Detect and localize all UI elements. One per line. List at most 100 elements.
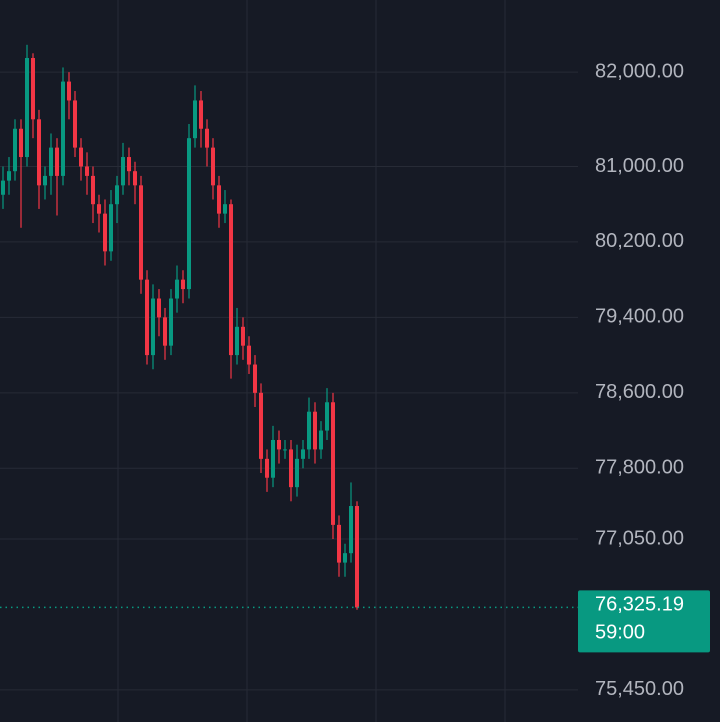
candle-body [19, 128, 23, 158]
candle-body [121, 157, 125, 186]
candle-body [157, 298, 161, 318]
candle-body [199, 100, 203, 129]
candle-body [79, 147, 83, 167]
y-tick-label: 82,000.00 [595, 60, 684, 82]
candle [109, 190, 113, 261]
candle-body [133, 171, 137, 186]
last-price-box [578, 590, 710, 653]
candle-body [223, 204, 227, 214]
candle [331, 392, 335, 540]
candle-body [349, 506, 353, 554]
candle [1, 166, 5, 209]
candle-body [325, 402, 329, 431]
candle [13, 119, 17, 181]
y-tick-label: 81,000.00 [595, 155, 684, 177]
candle-body [289, 449, 293, 488]
candle [115, 175, 119, 224]
candle [73, 91, 77, 158]
candle-body [97, 204, 101, 214]
candle [139, 175, 143, 294]
candle-body [259, 392, 263, 459]
candle [217, 175, 221, 228]
candle [193, 85, 197, 148]
candle-body [277, 439, 281, 450]
candle-body [31, 58, 35, 120]
candle-body [139, 185, 143, 280]
candle-body [355, 506, 359, 608]
candle [169, 289, 173, 356]
candle [31, 53, 35, 139]
candle-body [265, 458, 269, 478]
candle-body [67, 81, 71, 101]
candle-body [295, 458, 299, 488]
y-tick-label: 80,200.00 [595, 230, 684, 252]
candle-body [13, 128, 17, 172]
y-tick-label: 79,400.00 [595, 306, 684, 328]
candle [67, 72, 71, 120]
candle [133, 161, 137, 205]
last-price-label: 76,325.19 [595, 594, 684, 616]
candle-body [175, 279, 179, 299]
candle-body [307, 411, 311, 450]
candle [49, 133, 53, 195]
candle [79, 138, 83, 181]
candle-body [55, 147, 59, 176]
candle [277, 430, 281, 464]
candle [121, 142, 125, 195]
candle-body [85, 166, 89, 176]
candle [241, 317, 245, 360]
candle-body [343, 553, 347, 563]
candle [25, 44, 29, 167]
candle-body [145, 279, 149, 356]
candle [61, 67, 65, 186]
candle [181, 270, 185, 304]
candle-body [103, 213, 107, 252]
candle [187, 124, 191, 299]
candle [253, 355, 257, 407]
candle-body [25, 58, 29, 158]
candle-body [37, 119, 41, 186]
candle [319, 421, 323, 459]
candle [43, 166, 47, 200]
candle [283, 439, 287, 459]
candle-body [319, 430, 323, 450]
candle-body [151, 298, 155, 356]
candle-body [241, 326, 245, 346]
candle-body [187, 138, 191, 290]
candle-body [43, 175, 47, 186]
candle [289, 439, 293, 502]
candle [343, 543, 347, 577]
candle-body [283, 449, 287, 451]
candle [223, 190, 227, 224]
candle-body [49, 147, 53, 176]
candle-body [115, 185, 119, 205]
candle [103, 199, 107, 266]
candle-body [7, 171, 11, 181]
candle-body [235, 326, 239, 356]
y-tick-label: 77,800.00 [595, 457, 684, 479]
candle-body [211, 147, 215, 186]
y-tick-label: 78,600.00 [595, 381, 684, 403]
candle-body [127, 157, 131, 172]
candle [229, 199, 233, 379]
candle [85, 152, 89, 195]
candle-body [193, 100, 197, 139]
candle-body [109, 204, 113, 252]
candle-body [181, 279, 185, 290]
candle [325, 388, 329, 440]
candle-body [301, 449, 305, 459]
candle [55, 138, 59, 216]
candle-body [91, 175, 95, 205]
candle [259, 383, 263, 474]
candle [37, 109, 41, 209]
candle [301, 439, 305, 469]
candle-body [247, 345, 251, 365]
candle-body [337, 524, 341, 563]
y-tick-label: 75,450.00 [595, 678, 684, 700]
candle [271, 425, 275, 488]
candle [175, 265, 179, 313]
candle [355, 501, 359, 610]
candle-body [253, 364, 257, 393]
candle [91, 166, 95, 224]
